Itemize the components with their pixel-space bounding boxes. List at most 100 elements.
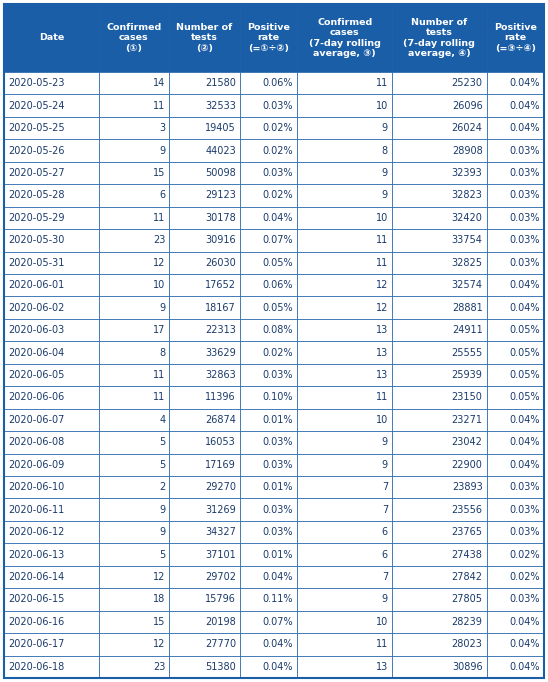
Text: 2020-06-07: 2020-06-07 — [8, 415, 64, 425]
Bar — [99, 297, 169, 319]
Text: 2020-06-02: 2020-06-02 — [8, 303, 64, 312]
Text: 2020-05-26: 2020-05-26 — [8, 145, 65, 155]
Bar — [392, 521, 487, 544]
Bar — [487, 431, 544, 454]
Text: 27842: 27842 — [452, 572, 483, 582]
Text: 0.03%: 0.03% — [263, 168, 293, 178]
Text: 0.04%: 0.04% — [510, 415, 540, 425]
Bar — [169, 476, 240, 499]
Bar — [4, 72, 99, 94]
Text: 0.04%: 0.04% — [510, 303, 540, 312]
Text: 11: 11 — [153, 392, 165, 402]
Text: 0.05%: 0.05% — [510, 392, 540, 402]
Text: 27438: 27438 — [452, 550, 483, 559]
Text: 0.03%: 0.03% — [510, 145, 540, 155]
Text: 22313: 22313 — [205, 325, 236, 335]
Bar — [392, 341, 487, 364]
Bar — [240, 139, 298, 162]
Bar — [392, 454, 487, 476]
Bar — [99, 274, 169, 297]
Text: 0.04%: 0.04% — [510, 101, 540, 110]
Bar — [298, 610, 392, 633]
Text: 12: 12 — [153, 639, 165, 649]
Text: 0.07%: 0.07% — [262, 617, 293, 627]
Text: 24911: 24911 — [452, 325, 483, 335]
Text: 2020-05-29: 2020-05-29 — [8, 213, 65, 223]
Bar — [99, 207, 169, 229]
Bar — [99, 117, 169, 139]
Text: 2020-06-12: 2020-06-12 — [8, 527, 64, 537]
Text: 2020-05-23: 2020-05-23 — [8, 78, 65, 88]
Bar — [4, 499, 99, 521]
Bar — [240, 117, 298, 139]
Bar — [487, 139, 544, 162]
Bar — [4, 386, 99, 409]
Text: 23: 23 — [153, 235, 165, 246]
Text: 30916: 30916 — [206, 235, 236, 246]
Text: 16053: 16053 — [205, 437, 236, 447]
Bar — [487, 499, 544, 521]
Text: 0.03%: 0.03% — [263, 460, 293, 470]
Bar — [4, 297, 99, 319]
Bar — [240, 633, 298, 655]
Bar — [298, 499, 392, 521]
Text: 9: 9 — [382, 168, 388, 178]
Text: 0.05%: 0.05% — [262, 258, 293, 268]
Text: 31269: 31269 — [205, 505, 236, 515]
Bar — [392, 319, 487, 341]
Bar — [99, 229, 169, 252]
Text: 2020-05-24: 2020-05-24 — [8, 101, 65, 110]
Text: 17652: 17652 — [205, 280, 236, 291]
Bar — [240, 386, 298, 409]
Bar — [99, 499, 169, 521]
Text: 11: 11 — [153, 370, 165, 380]
Text: 9: 9 — [382, 190, 388, 201]
Text: 26024: 26024 — [452, 123, 483, 133]
Text: 0.03%: 0.03% — [510, 505, 540, 515]
Text: 13: 13 — [376, 348, 388, 357]
Bar — [298, 341, 392, 364]
Bar — [4, 229, 99, 252]
Text: 23: 23 — [153, 662, 165, 672]
Bar — [169, 94, 240, 117]
Text: 0.08%: 0.08% — [263, 325, 293, 335]
Text: 11: 11 — [153, 101, 165, 110]
Bar — [4, 588, 99, 610]
Bar — [392, 633, 487, 655]
Bar — [99, 655, 169, 678]
Text: 0.07%: 0.07% — [262, 235, 293, 246]
Bar — [4, 610, 99, 633]
Bar — [99, 139, 169, 162]
Bar — [487, 655, 544, 678]
Text: 7: 7 — [382, 572, 388, 582]
Text: 0.03%: 0.03% — [510, 258, 540, 268]
Bar — [240, 409, 298, 431]
Bar — [298, 252, 392, 274]
Bar — [487, 409, 544, 431]
Bar — [240, 184, 298, 207]
Bar — [392, 4, 487, 72]
Text: 0.03%: 0.03% — [263, 437, 293, 447]
Bar — [169, 117, 240, 139]
Text: 11: 11 — [376, 258, 388, 268]
Text: 8: 8 — [159, 348, 165, 357]
Text: 0.11%: 0.11% — [263, 595, 293, 604]
Text: Confirmed
cases
(7-day rolling
average, ③): Confirmed cases (7-day rolling average, … — [309, 18, 380, 58]
Text: 0.04%: 0.04% — [510, 437, 540, 447]
Text: 23893: 23893 — [452, 482, 483, 492]
Text: 33754: 33754 — [452, 235, 483, 246]
Bar — [240, 341, 298, 364]
Bar — [4, 184, 99, 207]
Bar — [4, 274, 99, 297]
Text: 0.03%: 0.03% — [510, 213, 540, 223]
Text: 2020-06-06: 2020-06-06 — [8, 392, 64, 402]
Text: 15796: 15796 — [205, 595, 236, 604]
Bar — [4, 117, 99, 139]
Bar — [240, 610, 298, 633]
Bar — [298, 72, 392, 94]
Text: 29123: 29123 — [205, 190, 236, 201]
Text: 0.10%: 0.10% — [263, 392, 293, 402]
Text: 25230: 25230 — [452, 78, 483, 88]
Text: 23150: 23150 — [452, 392, 483, 402]
Text: 0.01%: 0.01% — [263, 482, 293, 492]
